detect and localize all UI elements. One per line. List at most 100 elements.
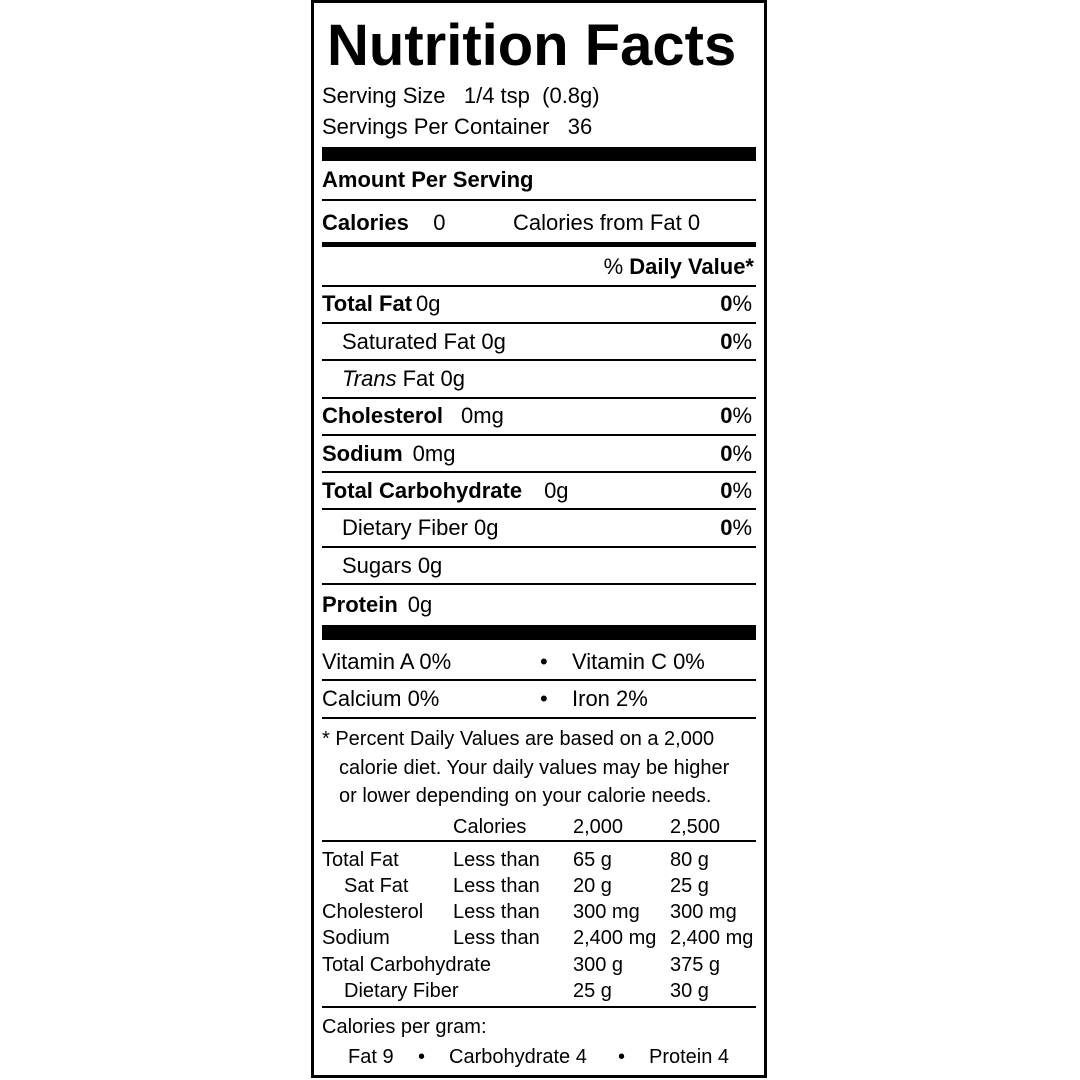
- divider: [322, 546, 756, 548]
- divider: [322, 583, 756, 585]
- vitamin-row: Calcium 0% • Iron 2%: [322, 685, 756, 713]
- dv-table-row: Dietary Fiber 25 g 30 g: [322, 979, 756, 1003]
- nutrient-row: Saturated Fat 0g 0%: [322, 328, 756, 356]
- dv-table-cell: Sat Fat: [344, 875, 409, 897]
- bullet: •: [618, 1046, 626, 1068]
- nutrient-name: Sugars 0g: [342, 553, 443, 578]
- nutrient-dv: 0: [720, 478, 733, 503]
- bullet: •: [418, 1046, 426, 1068]
- dv-table-cell: 25 g: [670, 875, 709, 897]
- dv-table-cell: 300 mg: [573, 901, 640, 923]
- nutrient-row: Total Carbohydrate 0g 0%: [322, 477, 756, 505]
- servings-row: Servings Per Container 36: [322, 113, 756, 141]
- nutrient-row: Protein 0g: [322, 591, 756, 619]
- dv-percent: %: [603, 254, 624, 279]
- nutrient-amount: 0g: [407, 592, 433, 617]
- bullet: •: [540, 686, 548, 711]
- divider: [322, 679, 756, 681]
- serving-size-label: Serving Size: [322, 83, 446, 108]
- nutrient-row: Sodium 0mg 0%: [322, 440, 756, 468]
- nutrient-dv: 0: [720, 291, 733, 316]
- dv-table-cell: Dietary Fiber: [344, 980, 459, 1002]
- vitamin-right: Iron 2%: [572, 686, 648, 711]
- nutrient-dv: 0: [720, 441, 733, 466]
- dv-table-cell: 2,400 mg: [573, 927, 657, 949]
- cpg-carbohydrate: Carbohydrate 4: [449, 1046, 587, 1068]
- divider: [322, 285, 756, 287]
- calories-row: Calories 0 Calories from Fat 0: [322, 209, 756, 237]
- percent-sign: %: [732, 403, 752, 428]
- nutrient-dv: 0: [720, 329, 733, 354]
- nutrition-facts-label: Nutrition Facts Serving Size 1/4 tsp (0.…: [311, 0, 767, 1078]
- vitamin-row: Vitamin A 0% • Vitamin C 0%: [322, 648, 756, 676]
- divider: [322, 840, 756, 842]
- dv-table-cell: Total Carbohydrate: [322, 954, 491, 976]
- dv-table-cell: 2,000: [573, 816, 624, 838]
- cpg-protein: Protein 4: [649, 1046, 730, 1068]
- footnote-line: * Percent Daily Values are based on a 2,…: [322, 728, 715, 750]
- dv-table-header: Calories 2,000 2,500: [322, 815, 756, 839]
- nutrient-amount: 0g: [544, 478, 569, 503]
- nutrient-name: Cholesterol: [322, 403, 444, 428]
- amount-per-serving: Amount Per Serving: [322, 167, 534, 192]
- divider: [322, 717, 756, 719]
- footnote-line: or lower depending on your calorie needs…: [339, 785, 712, 807]
- thick-divider: [322, 625, 756, 640]
- dv-table-cell: 2,500: [670, 816, 721, 838]
- dv-table-row: Total Carbohydrate 300 g 375 g: [322, 953, 756, 977]
- dv-table-cell: 25 g: [573, 980, 612, 1002]
- dv-table-cell: Total Fat: [322, 849, 399, 871]
- dv-table-cell: Less than: [453, 927, 540, 949]
- dv-table-cell: Sodium: [322, 927, 390, 949]
- cpg-fat: Fat 9: [348, 1046, 394, 1068]
- nutrient-name: Protein: [322, 592, 398, 617]
- dv-table-cell: 375 g: [670, 954, 721, 976]
- dv-table-cell: 65 g: [573, 849, 612, 871]
- nutrient-name: Total Fat: [322, 291, 413, 316]
- vitamin-left: Vitamin A 0%: [322, 649, 452, 674]
- divider: [322, 1006, 756, 1008]
- dv-table-cell: 2,400 mg: [670, 927, 754, 949]
- dv-table-row: Cholesterol Less than 300 mg 300 mg: [322, 900, 756, 924]
- nutrient-row: Dietary Fiber 0g 0%: [322, 514, 756, 542]
- percent-sign: %: [732, 478, 752, 503]
- nutrient-dv: 0: [720, 403, 733, 428]
- calories-from-fat: Calories from Fat 0: [513, 210, 701, 235]
- label-title: Nutrition Facts: [327, 13, 737, 78]
- dv-table-cell: 80 g: [670, 849, 709, 871]
- medium-divider: [322, 242, 756, 247]
- nutrient-name: Total Carbohydrate: [322, 478, 523, 503]
- nutrient-amount: 0g: [416, 291, 441, 316]
- dv-table-row: Sodium Less than 2,400 mg 2,400 mg: [322, 926, 756, 950]
- daily-value-header: % Daily Value*: [322, 253, 756, 281]
- nutrient-row: Total Fat 0g 0%: [322, 290, 756, 318]
- dv-table-cell: Calories: [453, 816, 527, 838]
- bullet: •: [540, 649, 548, 674]
- calories-label: Calories: [322, 210, 409, 235]
- percent-sign: %: [732, 515, 752, 540]
- dv-label: Daily Value*: [629, 254, 754, 279]
- nutrient-dv: 0: [720, 515, 733, 540]
- dv-table-row: Sat Fat Less than 20 g 25 g: [322, 874, 756, 898]
- nutrient-amount: 0mg: [412, 441, 456, 466]
- servings-value: 36: [567, 114, 593, 139]
- dv-table-row: Total Fat Less than 65 g 80 g: [322, 848, 756, 872]
- nutrient-name: Saturated Fat 0g: [342, 329, 506, 354]
- serving-size-row: Serving Size 1/4 tsp (0.8g): [322, 82, 756, 110]
- nutrient-amount: 0mg: [461, 403, 504, 428]
- vitamin-left: Calcium 0%: [322, 686, 440, 711]
- dv-table-cell: 30 g: [670, 980, 709, 1002]
- nutrient-name: Sodium: [322, 441, 403, 466]
- footnote-line: calorie diet. Your daily values may be h…: [339, 757, 730, 779]
- percent-sign: %: [732, 329, 752, 354]
- divider: [322, 434, 756, 436]
- dv-table-cell: Less than: [453, 875, 540, 897]
- serving-size-value: 1/4 tsp (0.8g): [463, 83, 600, 108]
- divider: [322, 508, 756, 510]
- calories-per-gram-row: Fat 9 • Carbohydrate 4 • Protein 4: [322, 1045, 756, 1069]
- calories-per-gram-label: Calories per gram:: [322, 1016, 487, 1038]
- divider: [322, 359, 756, 361]
- dv-table-cell: Cholesterol: [322, 901, 424, 923]
- thick-divider: [322, 147, 756, 161]
- divider: [322, 471, 756, 473]
